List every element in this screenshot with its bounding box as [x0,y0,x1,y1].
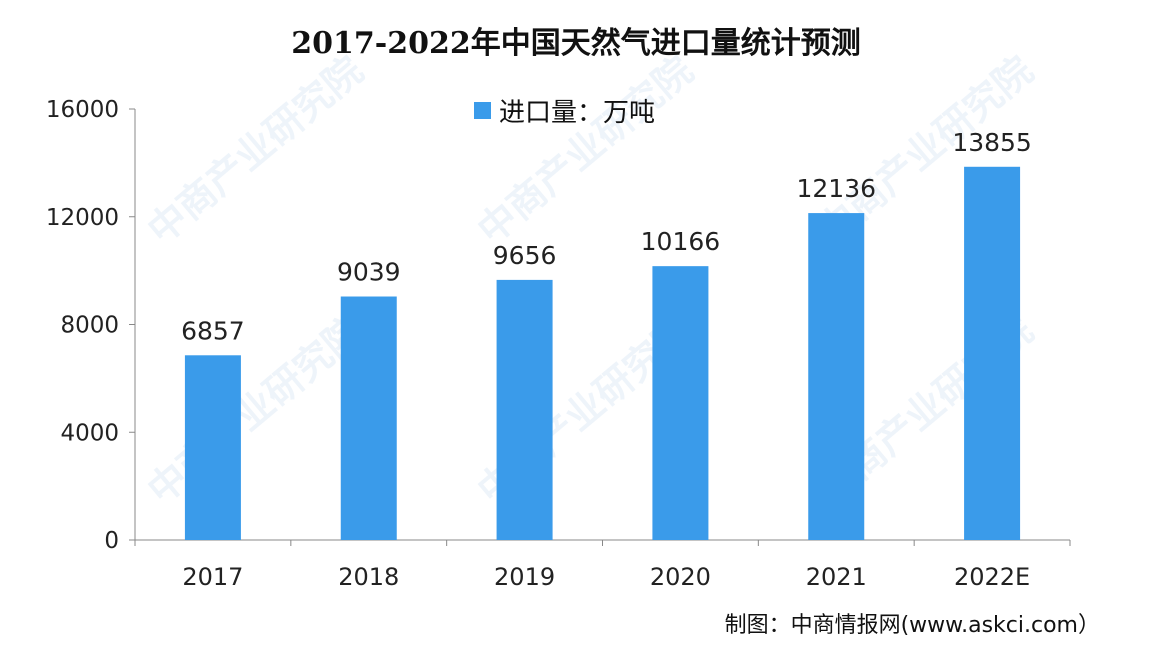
bar [964,166,1021,540]
data-label: 9656 [493,241,557,270]
legend-label: 进口量：万吨 [499,98,656,128]
y-tick-label: 0 [104,528,119,554]
x-tick-label: 2017 [182,563,243,591]
y-tick-label: 8000 [60,313,119,339]
bar [496,279,553,540]
y-tick-label: 4000 [60,420,119,446]
y-tick-label: 12000 [46,205,119,231]
chart-title: 2017-2022年中国天然气进口量统计预测 [291,26,861,61]
legend: 进口量：万吨 [474,92,655,129]
bar [184,355,241,540]
data-label: 6857 [181,316,245,345]
bar [652,266,709,540]
x-tick-label: 2019 [494,563,555,591]
bar [808,213,865,541]
x-tick-label: 2020 [650,563,711,591]
x-tick-label: 2018 [338,563,399,591]
legend-swatch [474,102,491,119]
data-label: 10166 [641,227,721,256]
data-label: 12136 [796,174,876,203]
x-tick-label: 2022E [954,563,1030,591]
source-note: 制图：中商情报网(www.askci.com） [724,613,1100,638]
y-tick-label: 16000 [46,97,119,123]
bar [340,296,397,540]
data-label: 13855 [952,128,1032,157]
x-tick-label: 2021 [806,563,867,591]
data-label: 9039 [337,258,401,287]
